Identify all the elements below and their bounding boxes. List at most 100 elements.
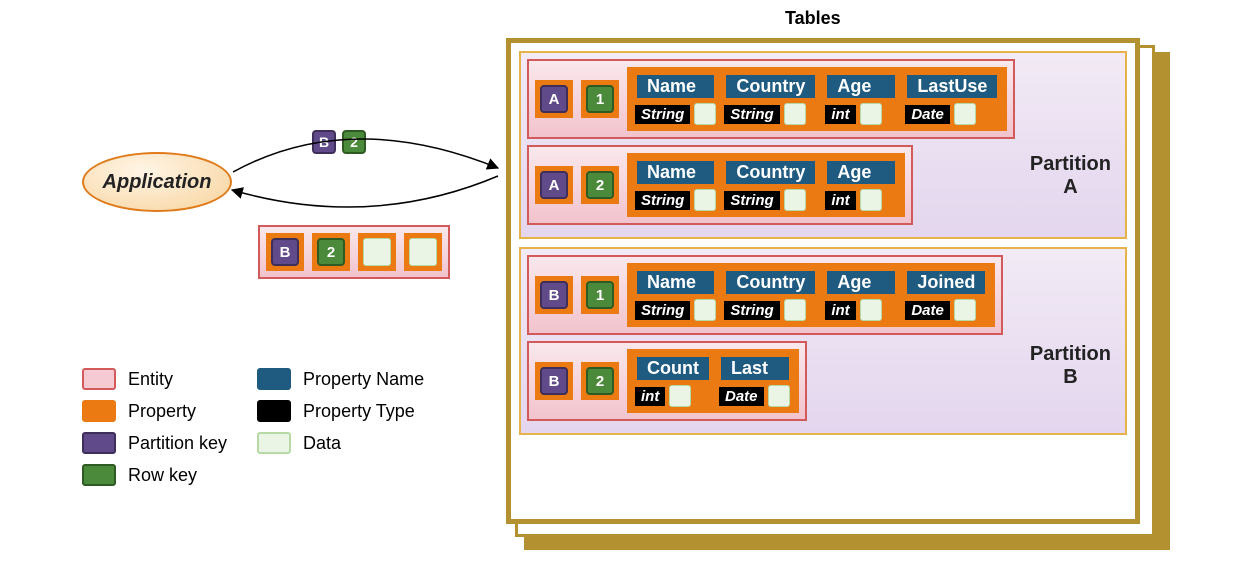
legend-item: Partition key (82, 432, 227, 454)
property: Name String (635, 159, 716, 211)
tables-stack-front: A1NameStringCountryStringAgeintLastUseDa… (506, 38, 1140, 524)
property: Last Date (719, 355, 791, 407)
empty-slot (409, 238, 437, 266)
data-cell (784, 103, 806, 125)
property: Ageint (825, 159, 897, 211)
entity-row: B1 Name String Country String AgeintJoinedDat… (527, 255, 1003, 335)
key-wrap: A (535, 80, 573, 118)
property-name: Age (825, 73, 897, 100)
partition-key: B (271, 238, 299, 266)
data-cell (694, 299, 716, 321)
property-name: Country (724, 73, 817, 100)
result-arrow (232, 176, 498, 207)
property: Country String (724, 269, 817, 321)
key-wrap: 2 (312, 233, 350, 271)
property-name: Age (825, 269, 897, 296)
legend-item: Row key (82, 464, 227, 486)
key-wrap: 2 (581, 166, 619, 204)
property-type: String (635, 301, 690, 320)
legend-label: Partition key (128, 433, 227, 454)
property-name: Count (635, 355, 711, 382)
property-type: String (724, 301, 779, 320)
row-key: 2 (586, 367, 614, 395)
property-group: Name String Country String Ageint (627, 153, 905, 217)
tables-stack-mid: A1NameStringCountryStringAgeintLastUseDa… (515, 45, 1155, 537)
legend-swatch (82, 400, 116, 422)
partition-key: B (312, 130, 336, 154)
key-wrap: B (535, 276, 573, 314)
partition: A1NameStringCountryStringAgeintLastUseDa… (519, 51, 1127, 239)
empty-slot-wrap (358, 233, 396, 271)
row-key: 1 (586, 85, 614, 113)
legend-swatch (82, 432, 116, 454)
empty-slot (363, 238, 391, 266)
partition-key: B (540, 367, 568, 395)
property-type: int (825, 105, 855, 124)
legend-label: Entity (128, 369, 173, 390)
property: Age int (825, 73, 897, 125)
property: JoinedDate (905, 269, 987, 321)
property-name: Name (635, 159, 716, 186)
data-cell (768, 385, 790, 407)
key-wrap: A (535, 166, 573, 204)
legend-swatch (257, 432, 291, 454)
property-name: Country (724, 269, 817, 296)
partition-key: B (540, 281, 568, 309)
row-key: 1 (586, 281, 614, 309)
legend-item: Property Name (257, 368, 424, 390)
data-cell (694, 103, 716, 125)
property: LastUse Date (905, 73, 999, 125)
application-node: Application (82, 152, 232, 212)
property-name: Last (719, 355, 791, 382)
property: Country String (724, 159, 817, 211)
key-wrap: B (535, 362, 573, 400)
legend-label: Data (303, 433, 341, 454)
data-cell (784, 189, 806, 211)
property-group: Count int Last Date (627, 349, 799, 413)
legend: EntityProperty NamePropertyProperty Type… (82, 368, 424, 486)
legend-label: Property Name (303, 369, 424, 390)
property-type: int (635, 387, 665, 406)
data-cell (860, 299, 882, 321)
entity-row: A1 NameString Country String Age int LastUse Da… (527, 59, 1015, 139)
property-type: Date (719, 387, 764, 406)
legend-label: Row key (128, 465, 197, 486)
data-cell (954, 299, 976, 321)
data-cell (860, 189, 882, 211)
key-wrap: B (266, 233, 304, 271)
row-key: 2 (317, 238, 345, 266)
property: Country String (724, 73, 817, 125)
data-cell (784, 299, 806, 321)
data-cell (954, 103, 976, 125)
property-type: String (635, 191, 690, 210)
property-group: Name String Country String AgeintJoinedDate (627, 263, 995, 327)
property-name: Name (635, 269, 716, 296)
data-cell (669, 385, 691, 407)
property: Name String (635, 269, 716, 321)
row-key: 2 (342, 130, 366, 154)
property-type: Date (905, 105, 950, 124)
property: NameString (635, 73, 716, 125)
partition-key: A (540, 171, 568, 199)
query-keys: B2 (312, 130, 366, 154)
property-name: LastUse (905, 73, 999, 100)
property: Ageint (825, 269, 897, 321)
legend-label: Property (128, 401, 196, 422)
property-type: String (724, 191, 779, 210)
legend-item: Property (82, 400, 227, 422)
partition: B1NameStringCountryStringAgeintJoinedDat… (519, 247, 1127, 435)
empty-slot-wrap (404, 233, 442, 271)
entity-row: B2 Count int Last Date (527, 341, 807, 421)
tables-title: Tables (785, 8, 841, 29)
partition-key: A (540, 85, 568, 113)
property-name: Age (825, 159, 897, 186)
legend-swatch (257, 368, 291, 390)
property-name: Country (724, 159, 817, 186)
legend-item: Data (257, 432, 424, 454)
result-entity: B2 (258, 225, 450, 279)
partition-label: PartitionA (1030, 153, 1111, 199)
key-wrap: 1 (581, 80, 619, 118)
legend-swatch (82, 464, 116, 486)
property-type: String (724, 105, 779, 124)
partition-label: PartitionB (1030, 343, 1111, 389)
